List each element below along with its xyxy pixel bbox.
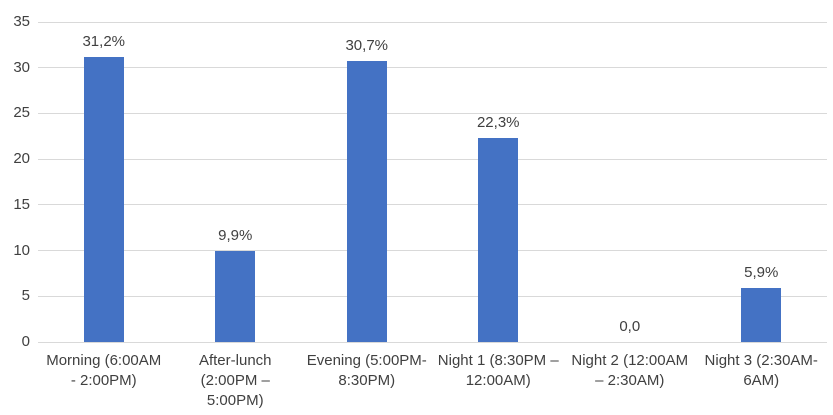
x-axis-category-label-line: After-lunch — [198, 352, 272, 369]
x-axis-category-label: Night 1 (8:30PM – 12:00AM) — [425, 351, 571, 391]
x-axis-category-label-line: Night 1 (8:30PM – — [437, 352, 559, 369]
bar — [83, 56, 124, 342]
x-axis-category-label-line: 8:30PM) — [338, 372, 396, 389]
x-axis-category-label: Morning (6:00AM - 2:00PM) — [31, 351, 177, 391]
bar — [215, 251, 256, 342]
bar — [346, 61, 387, 342]
gridline — [38, 112, 827, 114]
bar-value-label: 9,9% — [218, 227, 253, 245]
bar-value-label: 22,3% — [476, 114, 520, 132]
x-axis-category-label-line: – 2:30AM) — [595, 372, 665, 389]
y-axis-tick-label: 35 — [13, 13, 30, 30]
bar — [478, 138, 519, 342]
y-axis-tick-label: 30 — [13, 58, 30, 76]
bar-value-label: 31,2% — [82, 32, 126, 50]
y-axis-tick-label: 20 — [13, 150, 30, 168]
gridline — [38, 67, 827, 69]
x-axis-category-label-line: 6AM) — [743, 372, 780, 389]
y-axis-tick-label: 0 — [21, 333, 30, 350]
x-axis-category-label-line: Morning (6:00AM — [46, 352, 162, 369]
gridline — [38, 341, 827, 343]
x-axis-category-label: After-lunch (2:00PM – 5:00PM) — [162, 351, 308, 411]
gridline — [38, 295, 827, 297]
bar — [741, 288, 782, 342]
gridline — [38, 250, 827, 252]
x-axis-category-label-line: - 2:00PM) — [70, 372, 137, 389]
bar-value-label: 0,0 — [619, 318, 641, 335]
y-axis-tick-label: 10 — [13, 241, 30, 259]
gridline — [38, 21, 827, 23]
x-axis-category-label: Night 3 (2:30AM- 6AM) — [688, 351, 833, 391]
x-axis-category-label: Evening (5:00PM- 8:30PM) — [294, 351, 440, 391]
x-axis-category-label-line: 5:00PM) — [206, 392, 264, 409]
bar-value-label: 5,9% — [744, 264, 779, 282]
x-axis-category-label-line: Evening (5:00PM- — [306, 352, 427, 369]
gridline — [38, 204, 827, 206]
x-axis-category-label: Night 2 (12:00AM – 2:30AM) — [557, 351, 703, 391]
x-axis-category-label-line: (2:00PM – — [200, 372, 270, 389]
gridline — [38, 158, 827, 160]
x-axis-category-label-line: Night 3 (2:30AM- — [704, 352, 818, 369]
y-axis-tick-label: 5 — [21, 287, 30, 305]
bar-value-label: 30,7% — [345, 37, 389, 55]
x-axis-category-label-line: Night 2 (12:00AM — [571, 352, 689, 369]
y-axis-tick-label: 15 — [13, 195, 30, 213]
y-axis-tick-label: 25 — [13, 104, 30, 122]
x-axis-category-label-line: 12:00AM) — [465, 372, 531, 389]
